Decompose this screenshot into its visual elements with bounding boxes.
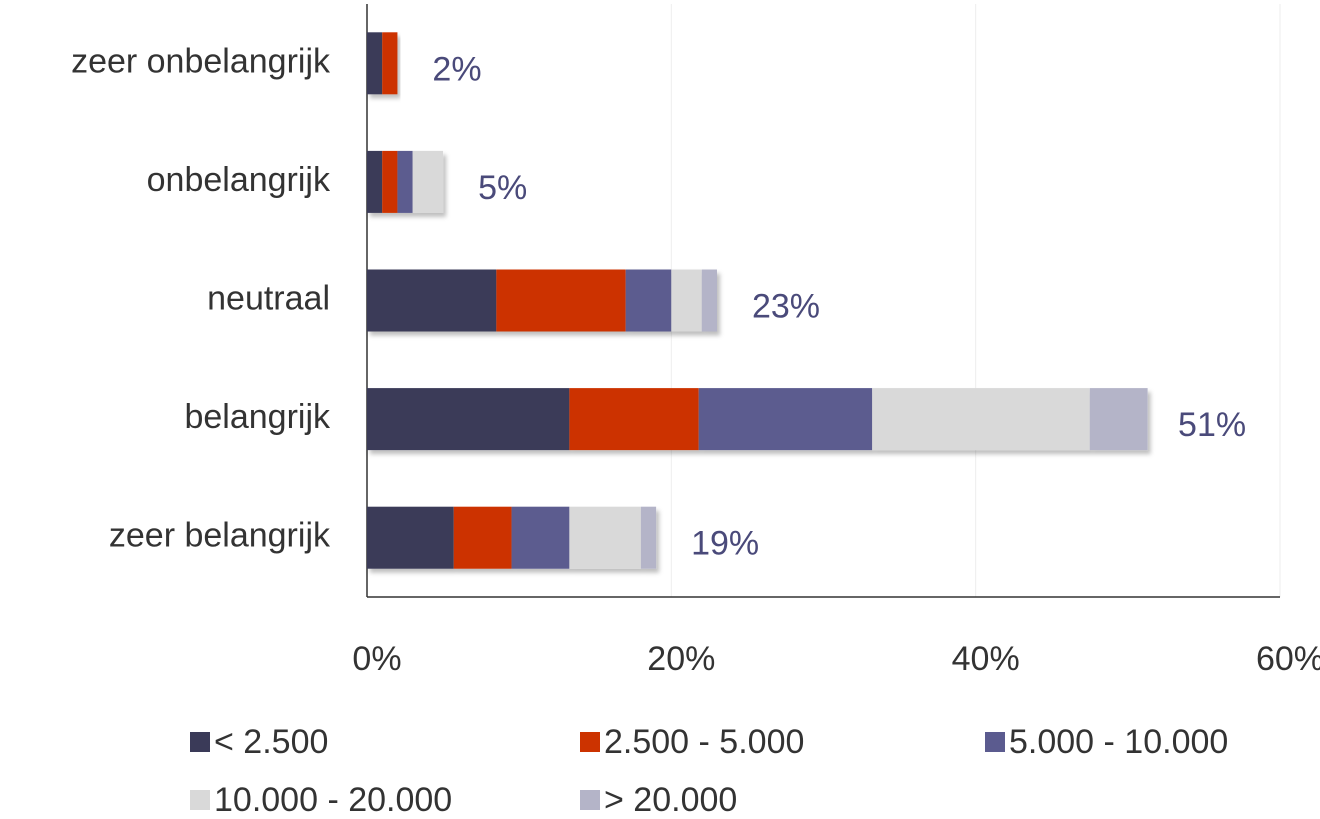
bar-segment — [640, 506, 657, 569]
bar-segment — [367, 388, 570, 451]
y-tick-label: onbelangrijk — [147, 161, 331, 199]
bar-segment — [701, 269, 717, 332]
y-tick-label: neutraal — [207, 279, 330, 317]
total-label: 2% — [432, 50, 481, 88]
x-tick-label: 0% — [352, 640, 401, 678]
legend-label: 2.500 - 5.000 — [604, 723, 804, 761]
bar-segment — [625, 269, 672, 332]
bar-segment — [496, 269, 626, 332]
x-tick-label: 40% — [952, 640, 1020, 678]
bar-segment — [872, 388, 1090, 451]
legend-swatch — [190, 790, 210, 810]
x-tick-label: 60% — [1256, 640, 1320, 678]
bar-segment — [412, 150, 444, 213]
legend-label: 5.000 - 10.000 — [1009, 723, 1228, 761]
bar-segment — [511, 506, 570, 569]
bar-segment — [569, 506, 641, 569]
bar-segment — [1089, 388, 1148, 451]
bar-segment — [397, 150, 413, 213]
bar-segment — [382, 32, 398, 95]
legend-swatch — [580, 732, 600, 752]
total-label: 23% — [752, 287, 820, 325]
legend-swatch — [190, 732, 210, 752]
y-tick-label: zeer onbelangrijk — [71, 42, 331, 80]
y-tick-label: zeer belangrijk — [109, 517, 331, 555]
bar-group — [367, 32, 398, 95]
bar-group — [367, 269, 717, 332]
bar-segment — [367, 150, 383, 213]
total-label: 51% — [1178, 406, 1246, 444]
legend-label: < 2.500 — [214, 723, 328, 761]
bar-segment — [698, 388, 873, 451]
bar-segment — [367, 269, 497, 332]
bar-segment — [367, 32, 383, 95]
bar-group — [367, 506, 657, 569]
bar-group — [367, 150, 444, 213]
bar-group — [367, 388, 1148, 451]
bar-segment — [382, 150, 398, 213]
x-tick-label: 20% — [647, 640, 715, 678]
legend-label: > 20.000 — [604, 781, 737, 819]
bar-segment — [453, 506, 512, 569]
legend-label: 10.000 - 20.000 — [214, 781, 452, 819]
legend-swatch — [985, 732, 1005, 752]
total-label: 5% — [478, 169, 527, 207]
bar-segment — [671, 269, 702, 332]
total-label: 19% — [691, 525, 759, 563]
y-tick-label: belangrijk — [184, 398, 331, 436]
legend-swatch — [580, 790, 600, 810]
bar-segment — [569, 388, 699, 451]
bar-segment — [367, 506, 454, 569]
